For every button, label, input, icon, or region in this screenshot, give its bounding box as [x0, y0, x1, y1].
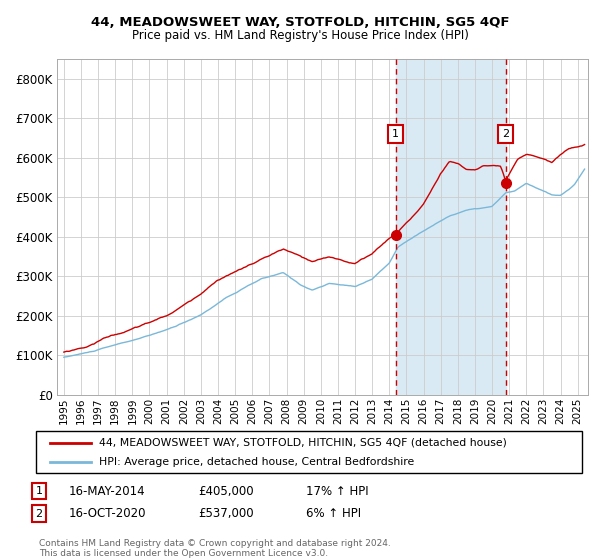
- Text: Contains HM Land Registry data © Crown copyright and database right 2024.
This d: Contains HM Land Registry data © Crown c…: [39, 539, 391, 558]
- Text: Price paid vs. HM Land Registry's House Price Index (HPI): Price paid vs. HM Land Registry's House …: [131, 29, 469, 42]
- Text: 2: 2: [502, 129, 509, 139]
- Text: 1: 1: [35, 486, 43, 496]
- Text: £537,000: £537,000: [198, 507, 254, 520]
- Text: 17% ↑ HPI: 17% ↑ HPI: [306, 484, 368, 498]
- Text: 2: 2: [35, 508, 43, 519]
- Bar: [395, 59, 506, 395]
- Text: 16-MAY-2014: 16-MAY-2014: [69, 484, 146, 498]
- Text: 16-OCT-2020: 16-OCT-2020: [69, 507, 146, 520]
- Text: 44, MEADOWSWEET WAY, STOTFOLD, HITCHIN, SG5 4QF (detached house): 44, MEADOWSWEET WAY, STOTFOLD, HITCHIN, …: [99, 437, 506, 447]
- Text: 1: 1: [392, 129, 399, 139]
- Text: 44, MEADOWSWEET WAY, STOTFOLD, HITCHIN, SG5 4QF: 44, MEADOWSWEET WAY, STOTFOLD, HITCHIN, …: [91, 16, 509, 29]
- Text: £405,000: £405,000: [198, 484, 254, 498]
- Text: HPI: Average price, detached house, Central Bedfordshire: HPI: Average price, detached house, Cent…: [99, 457, 414, 467]
- Text: 6% ↑ HPI: 6% ↑ HPI: [306, 507, 361, 520]
